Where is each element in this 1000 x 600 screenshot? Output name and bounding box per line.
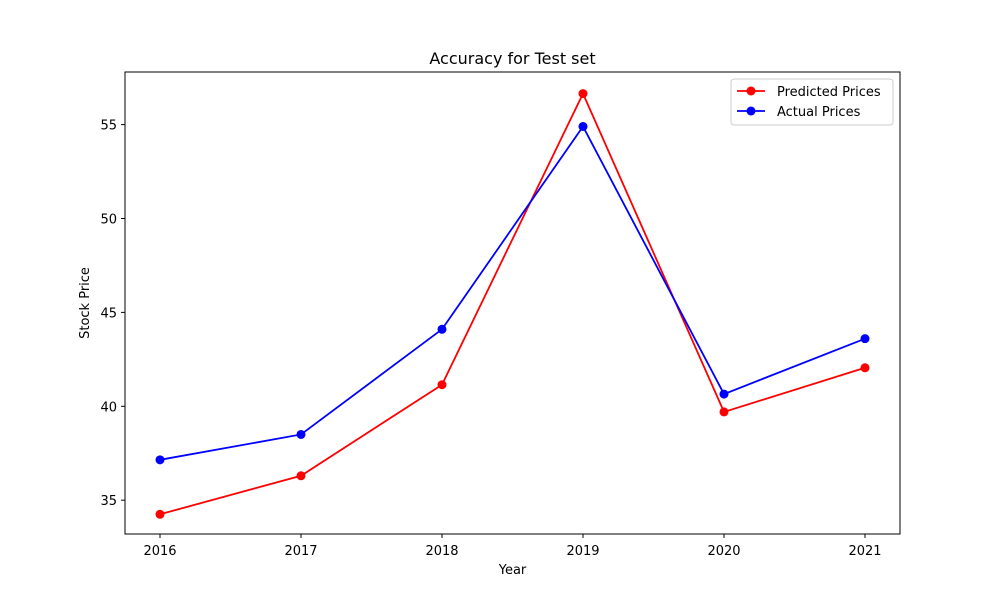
chart-title: Accuracy for Test set (429, 49, 595, 68)
x-axis: 2016 2017 2018 2019 2020 2021 (143, 534, 882, 559)
x-tick-label: 2019 (566, 544, 599, 559)
predicted-prices-legend-marker (746, 86, 756, 96)
plot-frame (124, 71, 901, 535)
predicted-prices-point (437, 380, 447, 390)
predicted-prices-point (578, 89, 588, 99)
predicted-prices-point (719, 407, 729, 417)
actual-prices-legend-marker (746, 106, 756, 116)
y-tick-label: 40 (100, 400, 117, 415)
y-tick-label: 45 (100, 306, 117, 321)
series-layer (155, 89, 870, 519)
x-tick-label: 2018 (425, 544, 458, 559)
actual-prices-point (860, 334, 870, 344)
actual-prices-point (578, 121, 588, 131)
x-tick-label: 2021 (848, 544, 881, 559)
actual-prices-point (155, 455, 165, 465)
actual-prices-point (719, 389, 729, 399)
legend: Predicted Prices Actual Prices (730, 78, 894, 126)
predicted-prices-point (155, 509, 165, 519)
y-tick-label: 50 (100, 212, 117, 227)
actual-prices-point (437, 324, 447, 334)
predicted-prices-point (296, 471, 306, 481)
y-tick-label: 35 (100, 494, 117, 509)
x-tick-label: 2016 (143, 544, 176, 559)
x-tick-label: 2020 (707, 544, 740, 559)
actual-prices-point (296, 429, 306, 439)
actual-prices-line (159, 124, 866, 461)
predicted-prices-point (860, 363, 870, 373)
y-axis: 35 40 45 50 55 (100, 119, 125, 509)
legend-box (730, 78, 894, 126)
x-axis-title: Year (498, 563, 527, 578)
predicted-prices-legend-label: Predicted Prices (777, 85, 881, 100)
predicted-prices-line (159, 91, 866, 516)
y-axis-title: Stock Price (78, 267, 93, 339)
actual-prices-legend-label: Actual Prices (777, 105, 861, 120)
y-tick-label: 55 (100, 119, 117, 134)
x-tick-label: 2017 (284, 544, 317, 559)
